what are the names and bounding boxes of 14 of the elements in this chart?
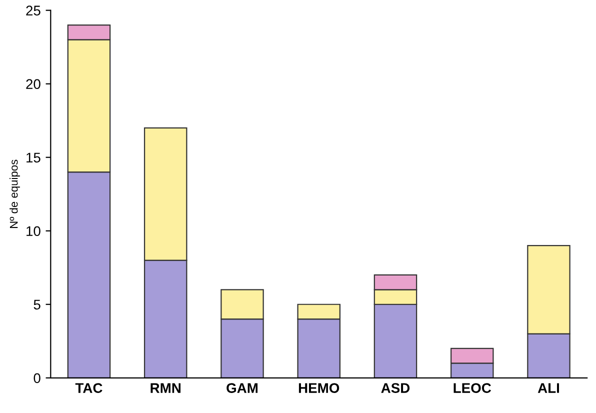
y-tick-label: 25 — [26, 6, 40, 16]
y-tick-label: 15 — [26, 152, 40, 163]
x-tick-label: LEOC — [454, 383, 492, 393]
x-tick-label: HEMO — [298, 383, 340, 393]
y-tick-label: 20 — [26, 79, 40, 90]
y-tick-label: 10 — [26, 226, 40, 236]
x-tick-label: TAC — [75, 383, 102, 393]
x-tick-label: RMN — [150, 383, 180, 393]
x-tick-label: GAM — [226, 383, 258, 393]
x-tick-label: ASD — [381, 383, 410, 393]
y-tick-label: 5 — [34, 300, 40, 310]
y-tick-label: 0 — [34, 373, 40, 384]
y-axis-title: Nº de equipos — [10, 160, 20, 228]
x-tick-label: ALI — [538, 383, 560, 393]
